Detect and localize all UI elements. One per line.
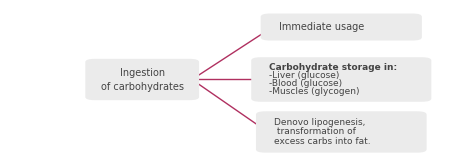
Text: Ingestion
of carbohydrates: Ingestion of carbohydrates — [100, 68, 184, 91]
FancyBboxPatch shape — [261, 14, 422, 41]
FancyBboxPatch shape — [256, 111, 427, 153]
Text: -Liver (glucose): -Liver (glucose) — [269, 71, 339, 80]
FancyBboxPatch shape — [251, 57, 431, 102]
Text: -Blood (glucose): -Blood (glucose) — [269, 79, 342, 88]
Text: Denovo lipogenesis,: Denovo lipogenesis, — [274, 118, 365, 127]
Text: Immediate usage: Immediate usage — [279, 22, 364, 32]
Text: Carbohydrate storage in:: Carbohydrate storage in: — [269, 63, 397, 72]
Text: excess carbs into fat.: excess carbs into fat. — [274, 137, 371, 146]
Text: transformation of: transformation of — [274, 128, 356, 136]
Text: -Muscles (glycogen): -Muscles (glycogen) — [269, 87, 360, 96]
FancyBboxPatch shape — [85, 59, 199, 100]
